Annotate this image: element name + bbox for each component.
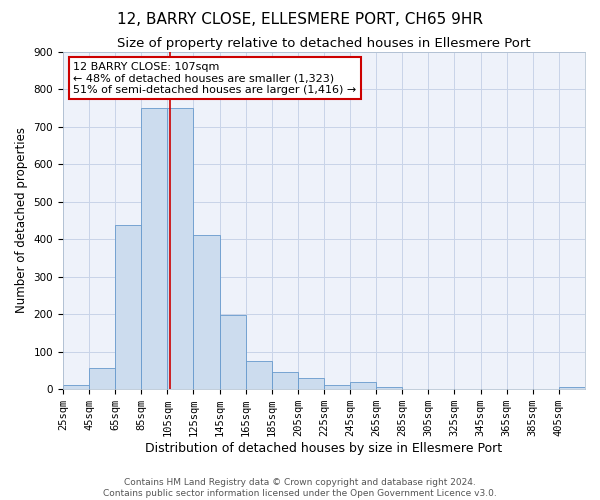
X-axis label: Distribution of detached houses by size in Ellesmere Port: Distribution of detached houses by size … (145, 442, 503, 455)
Bar (63, 386, 89, 389)
Bar (272, 372, 298, 389)
Bar (193, 236, 220, 389)
Bar (167, 108, 193, 389)
Title: Size of property relative to detached houses in Ellesmere Port: Size of property relative to detached ho… (117, 38, 531, 51)
Bar (245, 361, 272, 389)
Text: 12, BARRY CLOSE, ELLESMERE PORT, CH65 9HR: 12, BARRY CLOSE, ELLESMERE PORT, CH65 9H… (117, 12, 483, 28)
Bar (324, 386, 350, 389)
Y-axis label: Number of detached properties: Number of detached properties (15, 128, 28, 314)
Bar (298, 378, 324, 389)
Bar (220, 315, 245, 389)
Text: Contains HM Land Registry data © Crown copyright and database right 2024.
Contai: Contains HM Land Registry data © Crown c… (103, 478, 497, 498)
Bar (89, 368, 115, 389)
Bar (376, 388, 402, 389)
Bar (115, 225, 141, 389)
Bar (559, 388, 585, 389)
Bar (350, 382, 376, 389)
Text: 12 BARRY CLOSE: 107sqm
← 48% of detached houses are smaller (1,323)
51% of semi-: 12 BARRY CLOSE: 107sqm ← 48% of detached… (73, 62, 356, 95)
Bar (141, 108, 167, 389)
